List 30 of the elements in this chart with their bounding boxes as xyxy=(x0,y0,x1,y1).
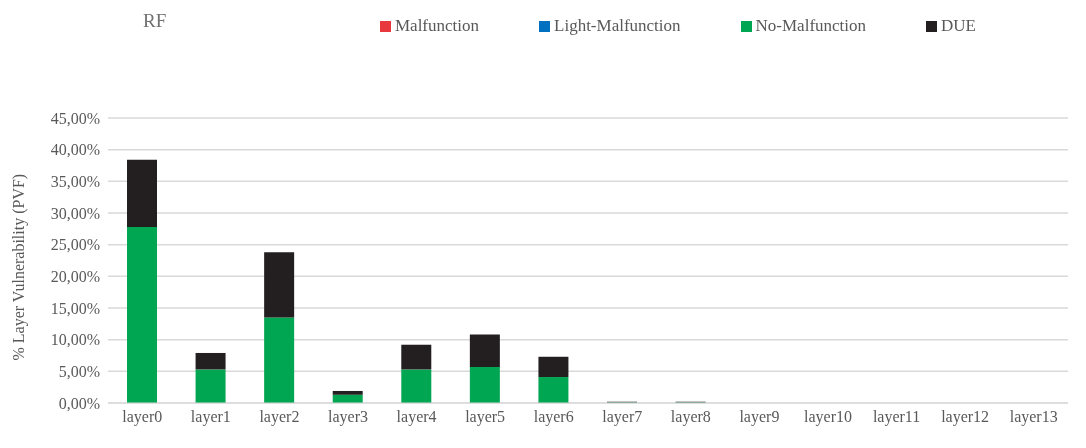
x-tick-label: layer13 xyxy=(1009,408,1058,427)
y-tick-label: 20,00% xyxy=(50,268,100,286)
legend-label: Malfunction xyxy=(394,16,480,36)
y-tick-label: 35,00% xyxy=(50,173,100,191)
y-tick-label: 40,00% xyxy=(50,141,100,159)
x-tick-label: layer4 xyxy=(396,408,437,427)
y-tick-label: 15,00% xyxy=(50,299,100,317)
x-tick-label: layer8 xyxy=(670,408,711,427)
y-tick-label: 25,00% xyxy=(50,236,100,254)
x-tick-label: layer1 xyxy=(190,408,231,427)
x-tick-label: layer2 xyxy=(259,408,300,427)
x-tick-label: layer7 xyxy=(602,408,643,427)
x-tick-label: layer6 xyxy=(533,408,574,427)
x-tick-label: layer9 xyxy=(739,408,780,427)
legend-label: Light-Malfunction xyxy=(553,16,681,36)
x-tick-label: layer11 xyxy=(872,408,921,427)
legend-label: DUE xyxy=(940,16,976,36)
y-tick-label: 5,00% xyxy=(58,363,100,381)
x-tick-label: layer12 xyxy=(941,408,990,427)
y-tick-label: 45,00% xyxy=(50,109,100,127)
x-tick-label: layer3 xyxy=(328,408,368,427)
y-tick-label: 0,00% xyxy=(58,394,100,412)
x-tick-label: layer5 xyxy=(465,408,506,427)
y-axis-title: % Layer Vulnerability (PVF) xyxy=(9,173,28,361)
legend-label: No-Malfunction xyxy=(754,16,867,36)
y-tick-label: 10,00% xyxy=(50,331,100,349)
y-tick-label: 30,00% xyxy=(50,204,100,222)
chart-title: RF xyxy=(143,10,167,32)
x-tick-label: layer10 xyxy=(804,408,852,427)
x-tick-label: layer0 xyxy=(122,408,163,427)
